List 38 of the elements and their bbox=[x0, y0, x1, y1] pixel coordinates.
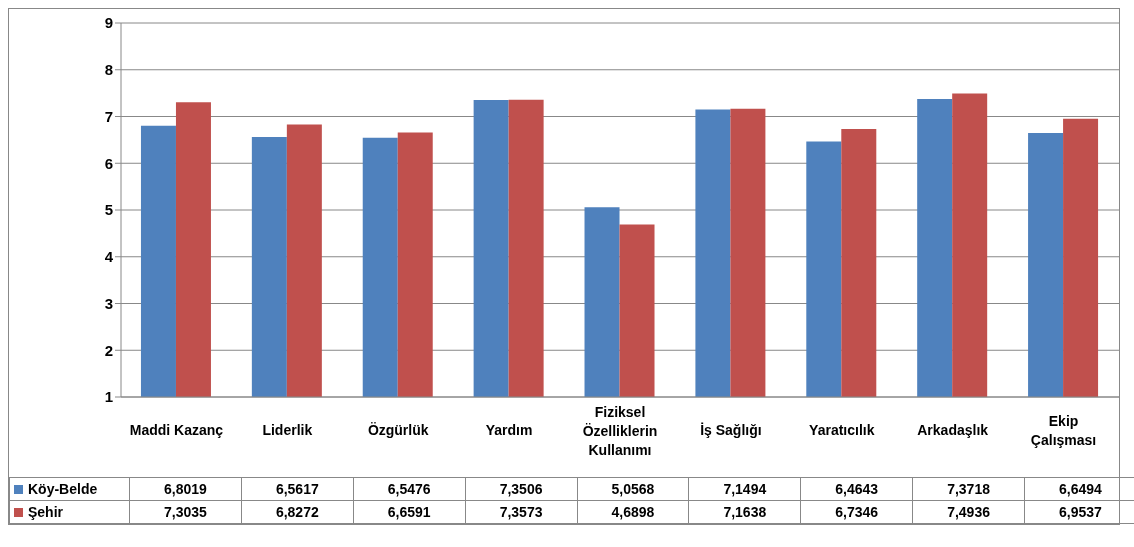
x-tick-label: Liderlik bbox=[262, 422, 313, 438]
x-tick-label: Yaratıcılık bbox=[809, 422, 875, 438]
data-label: 6,5476 bbox=[353, 477, 466, 501]
data-label: 7,1494 bbox=[688, 477, 801, 501]
data-label: 6,9537 bbox=[1024, 500, 1134, 524]
y-tick-label: 8 bbox=[104, 61, 113, 79]
y-tick-label: 5 bbox=[104, 201, 113, 219]
x-tick-label: Ekip Çalışması bbox=[1030, 413, 1097, 448]
y-tick-label: 2 bbox=[104, 341, 113, 359]
data-label: 5,0568 bbox=[577, 477, 689, 501]
data-label: 6,7346 bbox=[800, 500, 913, 524]
x-tick-label: Arkadaşlık bbox=[917, 422, 989, 438]
data-label: 6,8019 bbox=[129, 477, 242, 501]
data-label: 6,8272 bbox=[241, 500, 354, 524]
data-label: 7,3035 bbox=[129, 500, 242, 524]
y-tick-label: 1 bbox=[104, 388, 113, 406]
data-label: 4,6898 bbox=[577, 500, 689, 524]
x-tick-label: Yardım bbox=[485, 422, 533, 438]
data-label: 7,3573 bbox=[465, 500, 577, 524]
data-label: 7,3718 bbox=[912, 477, 1025, 501]
y-tick-label: 4 bbox=[104, 248, 114, 266]
x-tick-label: Maddi Kazanç bbox=[129, 422, 224, 438]
x-tick-label: İş Sağlığı bbox=[700, 422, 762, 438]
y-tick-label: 9 bbox=[104, 14, 113, 32]
legend-label: Köy-Belde bbox=[9, 477, 130, 501]
data-label: 7,4936 bbox=[912, 500, 1025, 524]
data-label: 6,6494 bbox=[1024, 477, 1134, 501]
data-label: 7,3506 bbox=[465, 477, 577, 501]
y-tick-label: 6 bbox=[104, 154, 113, 172]
y-tick-label: 7 bbox=[104, 107, 113, 125]
data-label: 7,1638 bbox=[688, 500, 801, 524]
data-label: 6,5617 bbox=[241, 477, 354, 501]
y-tick-label: 3 bbox=[104, 294, 113, 312]
x-tick-label: Özgürlük bbox=[367, 422, 429, 438]
data-label: 6,4643 bbox=[800, 477, 913, 501]
x-tick-label: Fiziksel Özelliklerin Kullanımı bbox=[582, 404, 658, 458]
data-label: 6,6591 bbox=[353, 500, 466, 524]
legend-label: Şehir bbox=[9, 500, 130, 524]
